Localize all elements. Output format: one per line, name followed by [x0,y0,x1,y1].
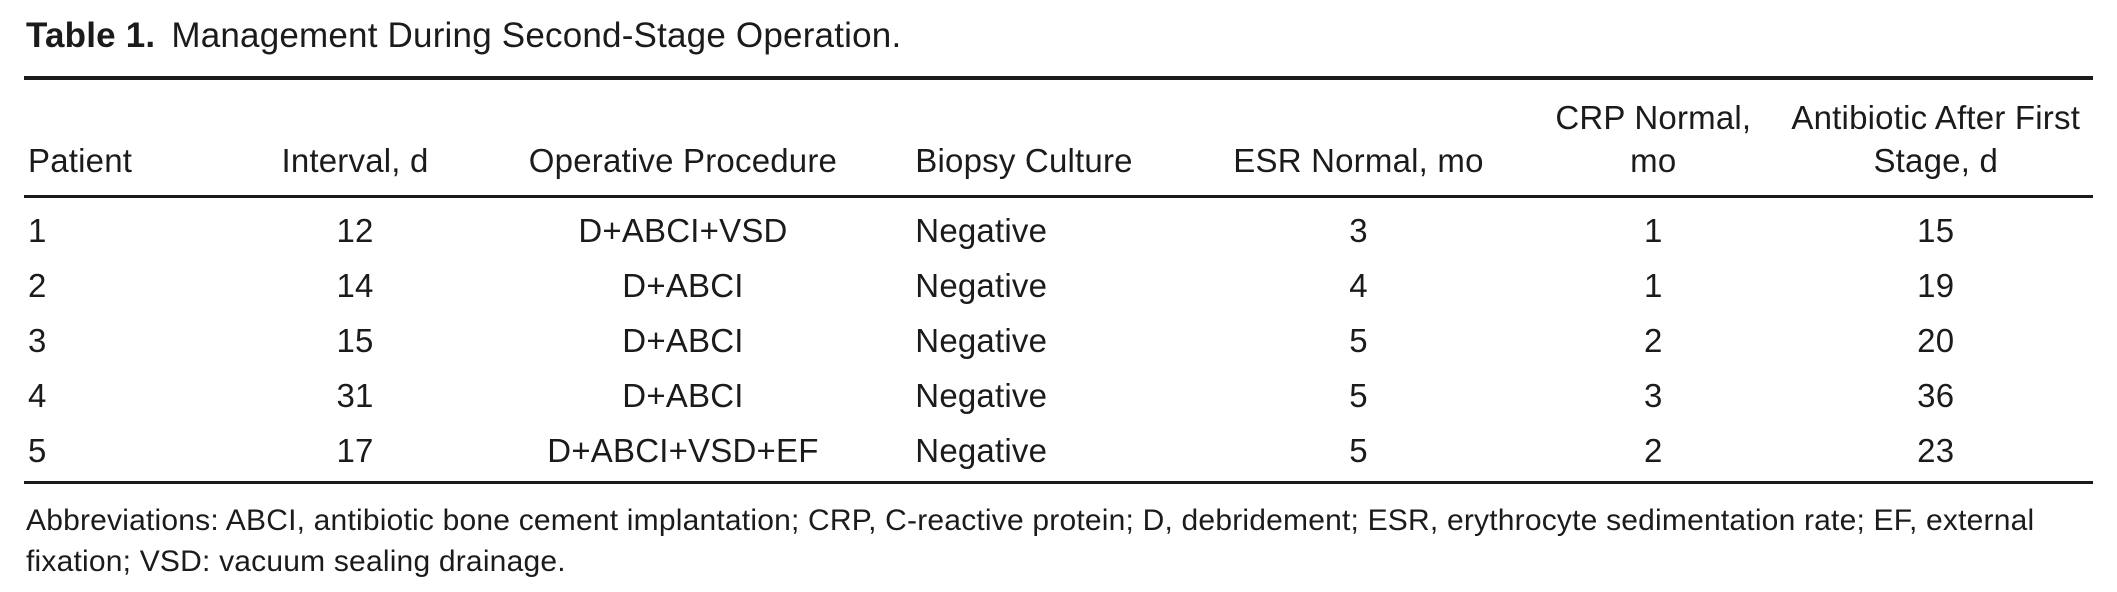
cell-interval: 12 [336,211,374,249]
header-row: Patient Interval, d Operative Procedure … [24,78,2093,198]
cell-procedure: D+ABCI [622,376,744,414]
column-header-patient: Patient [24,78,248,198]
column-header-antibiotic-after-first-stage: Antibiotic After First Stage, d [1778,78,2093,198]
cell-interval: 17 [336,431,374,469]
cell-interval: 15 [336,321,374,359]
cell-biopsy: Negative [915,376,1048,414]
cell-esr: 5 [1349,376,1368,414]
column-header-operative-procedure: Operative Procedure [462,78,904,198]
table-row: 2 14 D+ABCI Negative 4 1 19 [24,258,2093,313]
cell-crp: 3 [1644,376,1663,414]
cell-patient: 4 [28,376,47,414]
column-header-interval: Interval, d [247,78,463,198]
table-footnote: Abbreviations: ABCI, antibiotic bone cem… [26,504,2035,578]
cell-esr: 3 [1349,211,1368,249]
cell-patient: 3 [28,321,47,359]
cell-crp: 2 [1644,431,1663,469]
table-row: 4 31 D+ABCI Negative 5 3 36 [24,368,2093,423]
cell-patient: 1 [28,211,47,249]
cell-biopsy: Negative [915,321,1048,359]
cell-esr: 5 [1349,431,1368,469]
table-header: Patient Interval, d Operative Procedure … [24,78,2093,198]
cell-procedure: D+ABCI+VSD+EF [547,431,819,469]
cell-antibiotic: 36 [1917,376,1955,414]
cell-crp: 2 [1644,321,1663,359]
cell-interval: 14 [336,266,374,304]
cell-patient: 2 [28,266,47,304]
cell-procedure: D+ABCI [622,266,744,304]
table-caption: Management During Second-Stage Operation… [171,16,902,55]
cell-patient: 5 [28,431,47,469]
table-row: 5 17 D+ABCI+VSD+EF Negative 5 2 23 [24,423,2093,483]
cell-antibiotic: 15 [1917,211,1955,249]
cell-biopsy: Negative [915,431,1048,469]
cell-esr: 5 [1349,321,1368,359]
cell-antibiotic: 20 [1917,321,1955,359]
cell-procedure: D+ABCI [622,321,744,359]
table-row: 1 12 D+ABCI+VSD Negative 3 1 15 [24,197,2093,259]
cell-crp: 1 [1644,211,1663,249]
cell-antibiotic: 23 [1917,431,1955,469]
table-body: 1 12 D+ABCI+VSD Negative 3 1 15 2 14 D+A… [24,197,2093,483]
table-title: Table 1. Management During Second-Stage O… [24,8,2093,76]
cell-biopsy: Negative [915,211,1048,249]
column-header-esr-normal: ESR Normal, mo [1188,78,1529,198]
table-number-label: Table 1. [26,16,156,55]
table-row: 3 15 D+ABCI Negative 5 2 20 [24,313,2093,368]
cell-antibiotic: 19 [1917,266,1955,304]
cell-interval: 31 [336,376,374,414]
column-header-biopsy-culture: Biopsy Culture [903,78,1189,198]
column-header-crp-normal: CRP Normal, mo [1528,78,1779,198]
cell-crp: 1 [1644,266,1663,304]
data-table: Patient Interval, d Operative Procedure … [24,76,2093,484]
cell-procedure: D+ABCI+VSD [578,211,788,249]
cell-biopsy: Negative [915,266,1048,304]
cell-esr: 4 [1349,266,1368,304]
